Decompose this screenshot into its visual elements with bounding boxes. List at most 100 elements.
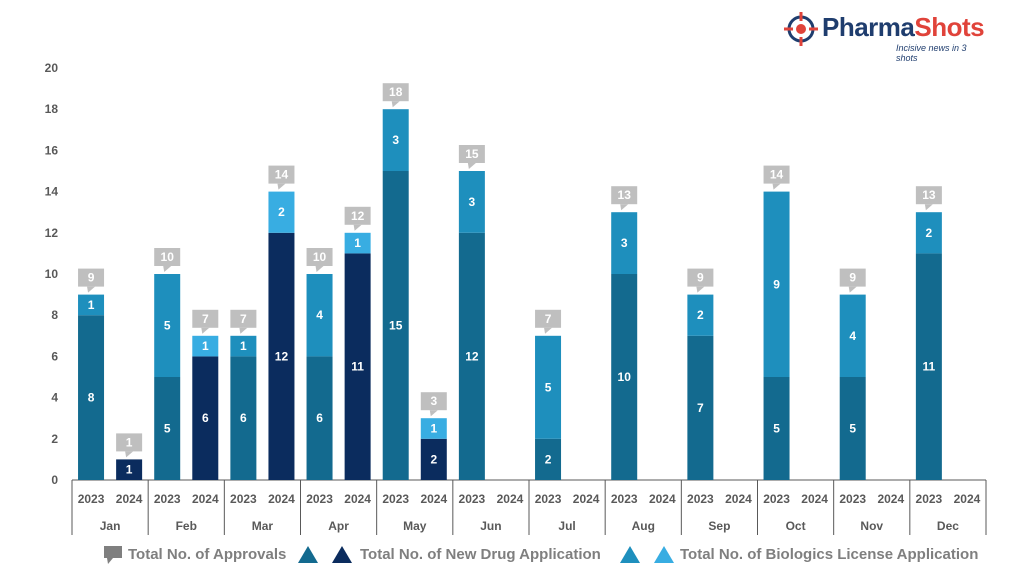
total-callout-pointer: [353, 224, 362, 231]
bar-value-label-bla: 1: [240, 339, 247, 353]
bar-value-label-bla: 3: [469, 195, 476, 209]
total-data-label: 10: [161, 250, 175, 264]
x-tick-month-label: Sep: [708, 519, 730, 533]
bar-value-label-bla: 1: [354, 236, 361, 250]
total-callout-pointer: [87, 286, 96, 293]
x-tick-month-label: Jan: [100, 519, 121, 533]
total-callout-box: [344, 206, 371, 225]
total-callout-pointer: [125, 451, 134, 458]
bar-value-label-nda: 6: [240, 411, 247, 425]
y-tick-label: 6: [51, 349, 58, 363]
x-tick-year-label: 2024: [877, 492, 904, 506]
total-data-label: 7: [545, 312, 552, 326]
y-tick-label: 16: [45, 143, 59, 157]
bar-segment-nda: [78, 315, 105, 480]
total-callout-pointer: [429, 410, 438, 417]
bar-segment-bla: [78, 294, 105, 316]
y-tick-label: 0: [51, 473, 58, 487]
total-callout-box: [382, 83, 409, 102]
x-tick-year-label: 2023: [916, 492, 943, 506]
x-tick-month-label: Apr: [328, 519, 349, 533]
bar-segment-bla: [839, 294, 866, 377]
total-callout-pointer: [391, 101, 400, 108]
bar-segment-bla: [382, 109, 409, 171]
total-callout-box: [78, 268, 105, 287]
bar-value-label-bla: 5: [545, 380, 552, 394]
total-callout-box: [839, 268, 866, 287]
y-tick-label: 20: [45, 61, 59, 75]
bar-value-label-nda: 15: [389, 319, 403, 333]
y-tick-label: 8: [51, 308, 58, 322]
x-tick-year-label: 2023: [763, 492, 790, 506]
x-tick-year-label: 2023: [535, 492, 562, 506]
total-callout-box: [915, 186, 942, 205]
triangle-swatch-icon: [620, 546, 674, 563]
x-tick-year-label: 2023: [687, 492, 714, 506]
bar-segment-nda: [915, 253, 942, 480]
total-data-label: 14: [770, 168, 784, 182]
total-callout-box: [458, 145, 485, 163]
bar-value-label-bla: 4: [316, 308, 323, 322]
bar-segment-nda: [192, 356, 219, 480]
x-tick-year-label: 2024: [192, 492, 219, 506]
triangle-swatch-icon: [298, 546, 352, 563]
x-tick-month-label: May: [403, 519, 427, 533]
total-callout-box: [230, 309, 257, 328]
total-callout-box: [306, 248, 333, 266]
total-callout-box: [763, 165, 790, 184]
bar-value-label-nda: 2: [545, 452, 552, 466]
bar-value-label-bla: 1: [88, 298, 95, 312]
bar-value-label-bla: 3: [392, 133, 399, 147]
x-tick-month-label: Jun: [480, 519, 501, 533]
bar-segment-bla: [687, 294, 714, 336]
bar-value-label-bla: 5: [164, 319, 171, 333]
bar-value-label-bla: 9: [773, 277, 780, 291]
bar-value-label-bla: 3: [621, 236, 628, 250]
total-callout-pointer: [277, 183, 286, 190]
total-callout-pointer: [544, 327, 553, 334]
x-tick-year-label: 2023: [839, 492, 866, 506]
bar-segment-nda: [116, 459, 143, 480]
y-tick-label: 10: [45, 267, 59, 281]
x-tick-year-label: 2023: [78, 492, 105, 506]
x-tick-year-label: 2024: [725, 492, 752, 506]
x-tick-year-label: 2024: [573, 492, 600, 506]
bar-segment-bla: [192, 335, 219, 357]
x-tick-month-label: Feb: [176, 519, 197, 533]
total-data-label: 7: [240, 312, 247, 326]
crosshair-icon: [784, 12, 818, 46]
chart-legend: Total No. of Approvals Total No. of New …: [0, 540, 1024, 570]
bar-segment-nda: [420, 438, 447, 480]
total-data-label: 7: [202, 312, 209, 326]
x-tick-year-label: 2023: [154, 492, 181, 506]
total-data-label: 12: [351, 209, 365, 223]
bar-value-label-bla: 2: [278, 205, 285, 219]
bar-segment-bla: [915, 212, 942, 254]
bar-value-label-nda: 12: [275, 349, 289, 363]
bar-segment-bla: [154, 274, 181, 377]
bar-segment-nda: [306, 356, 333, 480]
x-tick-month-label: Dec: [937, 519, 959, 533]
x-tick-year-label: 2023: [382, 492, 409, 506]
y-tick-label: 4: [51, 391, 58, 405]
total-data-label: 14: [275, 168, 289, 182]
bar-segment-nda: [611, 274, 638, 480]
bar-value-label-bla: 2: [697, 308, 704, 322]
bar-segment-bla: [420, 418, 447, 439]
x-tick-year-label: 2023: [611, 492, 638, 506]
x-tick-year-label: 2023: [459, 492, 486, 506]
legend-label-bla: Total No. of Biologics License Applicati…: [680, 546, 979, 563]
total-callout-pointer: [696, 286, 705, 293]
total-callout-pointer: [315, 266, 324, 272]
bar-value-label-nda: 11: [351, 360, 364, 374]
y-tick-label: 12: [45, 226, 59, 240]
bar-segment-nda: [839, 377, 866, 480]
bar-segment-nda: [382, 171, 409, 480]
total-callout-pointer: [201, 327, 210, 334]
total-callout-box: [192, 309, 219, 328]
total-data-label: 1: [126, 435, 133, 449]
bar-segment-nda: [535, 438, 562, 480]
total-callout-pointer: [163, 266, 172, 272]
total-callout-pointer: [467, 163, 476, 169]
callout-swatch-icon: [104, 546, 122, 564]
